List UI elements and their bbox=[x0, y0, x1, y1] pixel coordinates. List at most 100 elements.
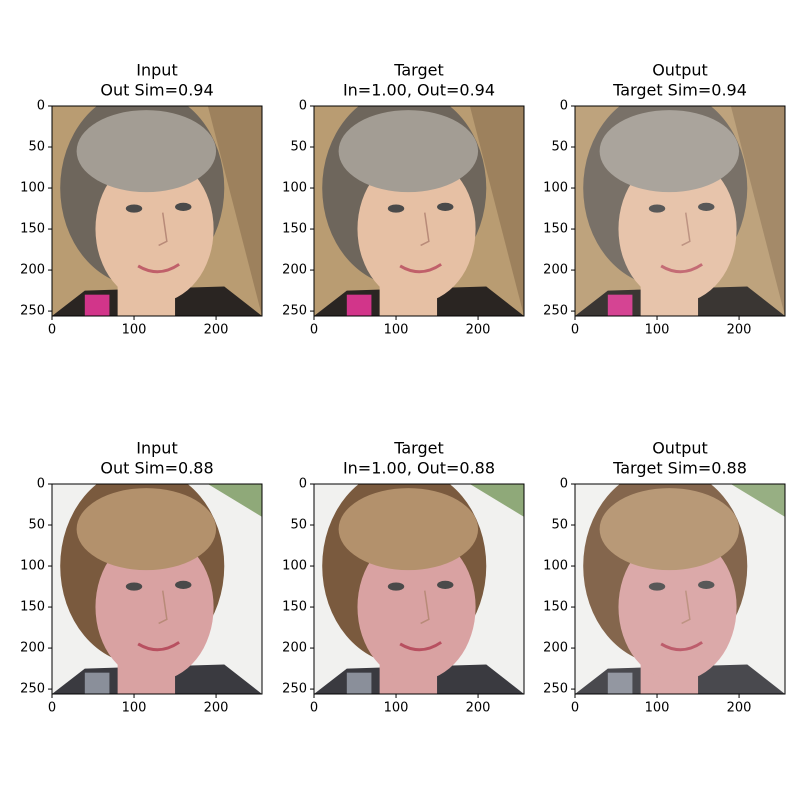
eye bbox=[648, 204, 666, 213]
image-background-detail bbox=[469, 106, 524, 316]
y-tick-label: 250 bbox=[20, 682, 45, 697]
x-tick-label: 100 bbox=[645, 701, 670, 716]
face bbox=[357, 155, 476, 303]
x-tick-label: 100 bbox=[384, 701, 409, 716]
y-tick-label: 50 bbox=[551, 518, 568, 533]
panel-title: Target bbox=[393, 61, 444, 80]
y-tick-label: 50 bbox=[551, 140, 568, 155]
x-tick-label: 0 bbox=[48, 323, 56, 338]
face-image bbox=[575, 484, 785, 694]
eye bbox=[698, 580, 715, 589]
face-image bbox=[52, 484, 262, 694]
x-tick-label: 100 bbox=[645, 323, 670, 338]
face bbox=[95, 155, 214, 303]
eye bbox=[387, 204, 405, 213]
eye bbox=[648, 582, 666, 591]
y-tick-label: 150 bbox=[543, 222, 568, 237]
x-tick-label: 200 bbox=[466, 323, 491, 338]
eye bbox=[437, 580, 454, 589]
face bbox=[357, 533, 476, 681]
panel-subtitle: Out Sim=0.94 bbox=[100, 81, 213, 100]
hair-top bbox=[599, 110, 740, 193]
mouth bbox=[137, 263, 180, 274]
nose bbox=[158, 212, 168, 247]
y-tick-label: 100 bbox=[543, 559, 568, 574]
panel-subtitle: In=1.00, Out=0.94 bbox=[343, 81, 495, 100]
y-tick-label: 50 bbox=[290, 518, 307, 533]
eye bbox=[175, 580, 192, 589]
panel-subtitle: Target Sim=0.94 bbox=[612, 81, 747, 100]
axes-frame bbox=[574, 105, 786, 317]
panel-title: Output bbox=[652, 439, 708, 458]
panel-subtitle: Target Sim=0.88 bbox=[612, 459, 747, 478]
x-tick-label: 200 bbox=[727, 323, 752, 338]
y-tick-label: 200 bbox=[20, 263, 45, 278]
axes-frame bbox=[574, 483, 786, 695]
y-tick-label: 0 bbox=[560, 99, 568, 114]
face bbox=[95, 533, 214, 681]
image-background-detail bbox=[469, 484, 524, 517]
hair-top bbox=[599, 488, 740, 571]
x-tick-label: 0 bbox=[48, 701, 56, 716]
x-tick-label: 100 bbox=[122, 701, 147, 716]
panel-subtitle: In=1.00, Out=0.88 bbox=[343, 459, 495, 478]
panel-title: Output bbox=[652, 61, 708, 80]
y-tick-label: 0 bbox=[299, 99, 307, 114]
hair-top bbox=[338, 110, 479, 193]
axes-frame bbox=[313, 105, 525, 317]
collar bbox=[84, 294, 110, 316]
collar bbox=[607, 294, 633, 316]
image-background-detail bbox=[730, 106, 785, 316]
collar bbox=[346, 294, 372, 316]
y-tick-label: 150 bbox=[20, 600, 45, 615]
image-background-detail bbox=[730, 484, 785, 517]
nose bbox=[681, 212, 691, 247]
y-tick-label: 50 bbox=[28, 518, 45, 533]
face bbox=[618, 533, 737, 681]
face-image bbox=[314, 484, 524, 694]
y-tick-label: 250 bbox=[282, 682, 307, 697]
collar bbox=[607, 672, 633, 694]
y-tick-label: 0 bbox=[560, 477, 568, 492]
x-tick-label: 0 bbox=[310, 323, 318, 338]
y-tick-label: 150 bbox=[543, 600, 568, 615]
y-tick-label: 100 bbox=[20, 181, 45, 196]
y-tick-label: 250 bbox=[543, 682, 568, 697]
y-tick-label: 250 bbox=[282, 304, 307, 319]
nose bbox=[420, 212, 430, 247]
y-tick-label: 100 bbox=[282, 559, 307, 574]
eye bbox=[175, 202, 192, 211]
nose bbox=[158, 590, 168, 625]
x-tick-label: 100 bbox=[384, 323, 409, 338]
x-tick-label: 0 bbox=[310, 701, 318, 716]
hair-top bbox=[76, 110, 217, 193]
axes-frame bbox=[51, 105, 263, 317]
x-tick-label: 0 bbox=[571, 323, 579, 338]
face-image bbox=[314, 106, 524, 316]
eye bbox=[125, 582, 143, 591]
mouth bbox=[660, 641, 703, 652]
y-tick-label: 250 bbox=[20, 304, 45, 319]
y-tick-label: 50 bbox=[290, 140, 307, 155]
y-tick-label: 200 bbox=[282, 641, 307, 656]
eye bbox=[125, 204, 143, 213]
panel-title: Input bbox=[136, 439, 177, 458]
face-image bbox=[52, 106, 262, 316]
image-background-detail bbox=[207, 484, 262, 517]
x-tick-label: 200 bbox=[204, 701, 229, 716]
image-background-detail bbox=[207, 106, 262, 316]
y-tick-label: 200 bbox=[543, 641, 568, 656]
axes-frame bbox=[51, 483, 263, 695]
face bbox=[618, 155, 737, 303]
x-tick-label: 200 bbox=[727, 701, 752, 716]
eye bbox=[387, 582, 405, 591]
x-tick-label: 200 bbox=[466, 701, 491, 716]
y-tick-label: 200 bbox=[282, 263, 307, 278]
nose bbox=[420, 590, 430, 625]
x-tick-label: 0 bbox=[571, 701, 579, 716]
nose bbox=[681, 590, 691, 625]
collar bbox=[84, 672, 110, 694]
eye bbox=[698, 202, 715, 211]
y-tick-label: 150 bbox=[282, 600, 307, 615]
